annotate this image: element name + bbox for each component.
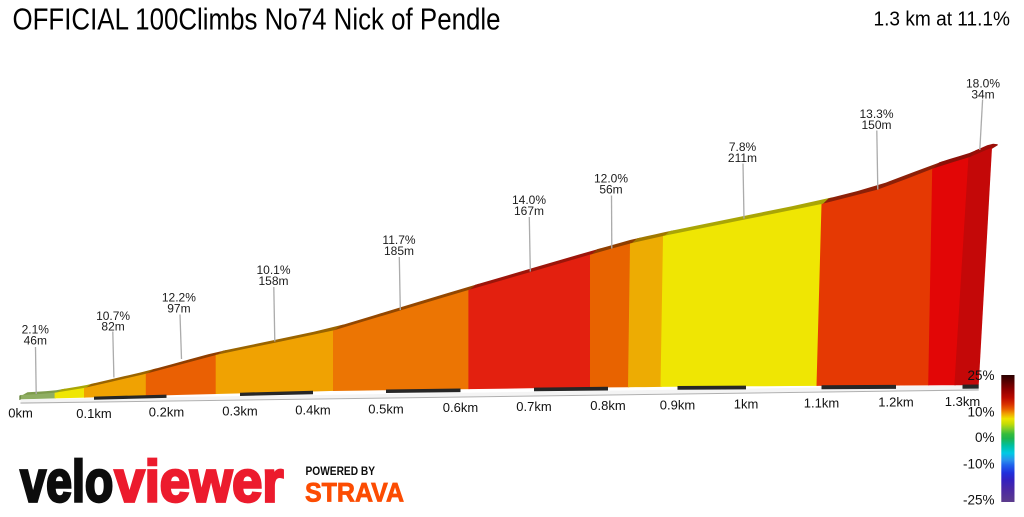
svg-text:0.4km: 0.4km [295,402,330,417]
svg-text:viewer: viewer [115,450,284,513]
svg-text:10%: 10% [967,404,994,419]
svg-text:0.3km: 0.3km [222,404,257,419]
svg-text:0.8km: 0.8km [590,398,625,413]
svg-text:POWERED BY: POWERED BY [306,466,376,478]
svg-text:185m: 185m [384,244,414,258]
svg-text:0.5km: 0.5km [368,401,403,416]
svg-text:0km: 0km [8,406,33,421]
svg-text:velo: velo [20,450,113,513]
svg-text:1.3 km at 11.1%: 1.3 km at 11.1% [874,9,1011,31]
svg-text:0.7km: 0.7km [516,399,551,414]
svg-text:-25%: -25% [963,493,995,508]
svg-text:STRAVA: STRAVA [305,477,404,507]
svg-text:0.9km: 0.9km [660,397,695,412]
svg-text:82m: 82m [101,320,124,334]
svg-text:1.1km: 1.1km [804,396,839,411]
svg-text:0.1km: 0.1km [76,406,111,421]
svg-text:1.2km: 1.2km [878,395,913,410]
svg-text:167m: 167m [514,204,544,218]
svg-text:OFFICIAL 100Climbs No74 Nick o: OFFICIAL 100Climbs No74 Nick of Pendle [13,2,501,37]
svg-text:211m: 211m [728,151,757,165]
svg-text:25%: 25% [967,368,994,383]
svg-text:56m: 56m [599,183,622,197]
svg-text:0.6km: 0.6km [443,400,478,415]
svg-text:0.2km: 0.2km [149,405,184,420]
svg-text:1km: 1km [734,396,759,411]
svg-text:0%: 0% [975,430,995,445]
svg-text:34m: 34m [971,87,994,101]
svg-text:158m: 158m [258,274,288,288]
svg-text:150m: 150m [861,118,891,132]
svg-text:-10%: -10% [963,456,995,471]
svg-text:97m: 97m [167,301,190,315]
svg-text:46m: 46m [24,333,47,347]
